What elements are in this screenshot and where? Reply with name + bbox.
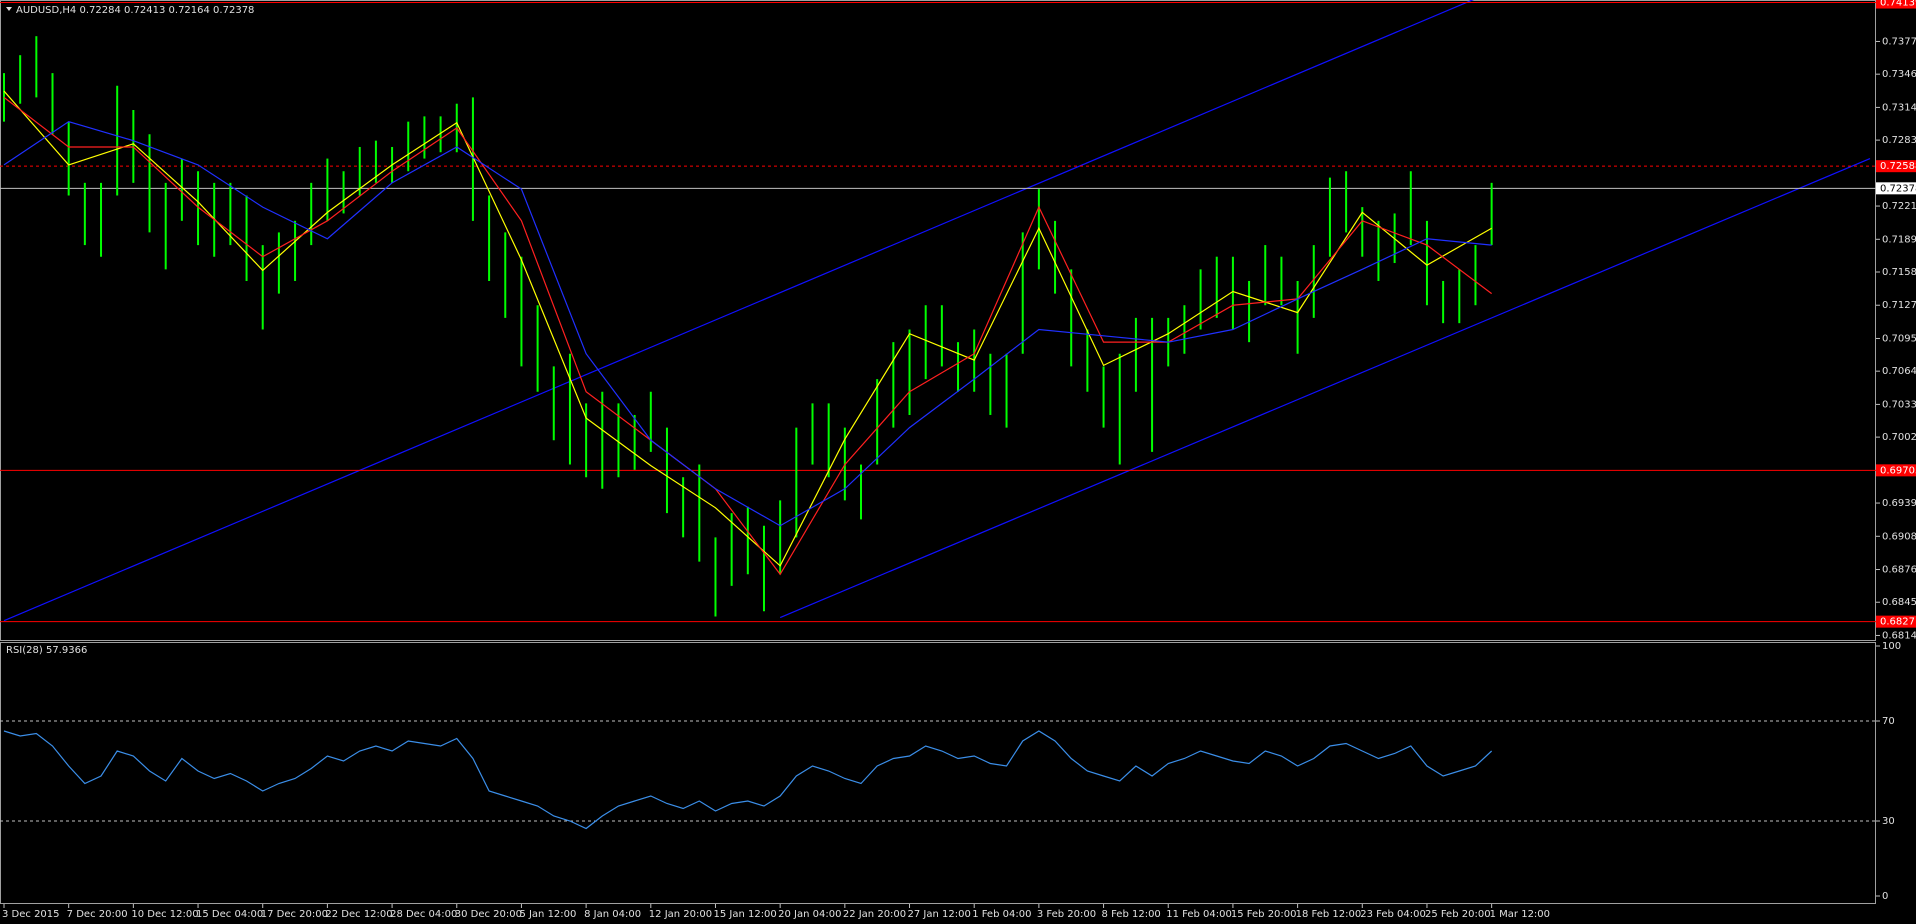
y-tick-label: 0 bbox=[1882, 891, 1888, 902]
x-tick-label: 23 Feb 04:00 bbox=[1360, 909, 1426, 920]
level-label: 0.74139 bbox=[1880, 0, 1916, 9]
trendline bbox=[779, 158, 1871, 619]
x-tick-label: 8 Feb 12:00 bbox=[1102, 909, 1161, 920]
x-tick-label: 8 Jan 04:00 bbox=[584, 909, 641, 920]
y-tick-label: 0.72835 bbox=[1882, 135, 1916, 146]
moving-average bbox=[3, 120, 1492, 527]
x-tick-label: 3 Dec 2015 bbox=[2, 909, 60, 920]
x-tick-label: 11 Feb 04:00 bbox=[1166, 909, 1232, 920]
y-tick-label: 70 bbox=[1882, 716, 1895, 727]
rsi-line bbox=[3, 730, 1493, 830]
y-tick-label: 0.70645 bbox=[1882, 366, 1916, 377]
x-tick-label: 10 Dec 12:00 bbox=[131, 909, 198, 920]
x-tick-label: 5 Jan 12:00 bbox=[519, 909, 576, 920]
level-label: 0.72588 bbox=[1880, 161, 1916, 172]
x-tick-label: 12 Jan 20:00 bbox=[649, 909, 712, 920]
y-tick-label: 100 bbox=[1882, 641, 1901, 652]
x-tick-label: 27 Jan 12:00 bbox=[908, 909, 971, 920]
y-tick-label: 0.70955 bbox=[1882, 333, 1916, 344]
y-tick-label: 0.71895 bbox=[1882, 234, 1916, 245]
y-tick-label: 0.73145 bbox=[1882, 102, 1916, 113]
rsi-header: RSI(28) 57.9366 bbox=[6, 645, 87, 656]
moving-average bbox=[3, 96, 1493, 576]
x-tick-label: 1 Feb 04:00 bbox=[972, 909, 1031, 920]
menu-arrow[interactable] bbox=[6, 7, 12, 11]
x-tick-label: 7 Dec 20:00 bbox=[67, 909, 128, 920]
x-tick-label: 22 Dec 12:00 bbox=[325, 909, 392, 920]
y-tick-label: 0.69395 bbox=[1882, 498, 1916, 509]
price-plot bbox=[0, 0, 1876, 623]
level-label-box bbox=[1876, 160, 1916, 173]
x-tick-label: 1 Mar 12:00 bbox=[1490, 909, 1550, 920]
x-tick-label: 17 Dec 20:00 bbox=[261, 909, 328, 920]
chart-header: AUDUSD,H4 0.72284 0.72413 0.72164 0.7237… bbox=[16, 5, 254, 16]
level-label-box bbox=[1876, 0, 1916, 9]
y-tick-label: 0.68455 bbox=[1882, 597, 1916, 608]
y-tick-label: 0.71585 bbox=[1882, 267, 1916, 278]
y-tick-label: 0.68765 bbox=[1882, 565, 1916, 576]
x-tick-label: 28 Dec 04:00 bbox=[390, 909, 457, 920]
level-label: 0.72378 bbox=[1880, 183, 1916, 194]
moving-average bbox=[3, 90, 1492, 567]
level-label-box bbox=[1876, 182, 1916, 195]
x-tick-label: 20 Jan 04:00 bbox=[778, 909, 841, 920]
trendline bbox=[3, 0, 1474, 622]
level-label: 0.69705 bbox=[1880, 465, 1916, 476]
x-tick-label: 15 Dec 04:00 bbox=[196, 909, 263, 920]
rsi-plot bbox=[0, 720, 1876, 830]
rsi-panel-frame bbox=[0, 642, 1876, 904]
x-tick-label: 30 Dec 20:00 bbox=[455, 909, 522, 920]
x-tick-label: 15 Jan 12:00 bbox=[713, 909, 776, 920]
level-label-box bbox=[1876, 464, 1916, 477]
x-tick-label: 15 Feb 20:00 bbox=[1231, 909, 1297, 920]
x-tick-label: 22 Jan 20:00 bbox=[843, 909, 906, 920]
x-tick-label: 18 Feb 12:00 bbox=[1296, 909, 1362, 920]
x-tick-label: 3 Feb 20:00 bbox=[1037, 909, 1096, 920]
level-label-box bbox=[1876, 615, 1916, 628]
x-tick-label: 25 Feb 20:00 bbox=[1425, 909, 1491, 920]
price-panel-frame bbox=[0, 0, 1876, 641]
y-tick-label: 30 bbox=[1882, 816, 1895, 827]
level-label: 0.68271 bbox=[1880, 617, 1916, 628]
